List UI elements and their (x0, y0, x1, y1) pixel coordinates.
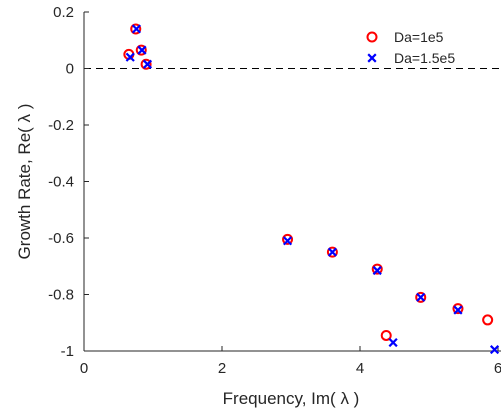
data-point-series-2 (125, 52, 135, 62)
x-axis-label: Frequency, Im( λ ) (223, 389, 360, 408)
legend-label-series-1: Da=1e5 (394, 29, 444, 45)
legend-marker-series-1 (366, 31, 378, 43)
data-point-series-1 (135, 44, 147, 56)
y-tick-label: -0.2 (48, 117, 74, 134)
data-point-series-1 (326, 246, 338, 258)
data-point-series-2 (372, 265, 382, 276)
x-tick-label: 2 (218, 360, 226, 377)
legend-marker-series-2 (367, 53, 377, 63)
y-tick-label: -1 (61, 343, 74, 360)
data-point-series-2 (327, 247, 337, 257)
data-point-series-1 (380, 329, 392, 341)
data-point-series-2 (137, 45, 147, 55)
data-point-series-2 (388, 337, 398, 348)
data-point-series-2 (489, 345, 500, 355)
data-point-series-2 (142, 59, 153, 69)
data-point-series-1 (130, 23, 142, 35)
x-tick-label: 6 (494, 360, 501, 377)
legend-label-series-2: Da=1.5e5 (394, 50, 455, 66)
data-point-series-1 (371, 263, 383, 275)
data-point-series-1 (140, 58, 152, 70)
y-tick-label: 0 (66, 61, 74, 78)
y-tick-label: 0.2 (53, 4, 74, 21)
data-point-series-1 (452, 303, 464, 315)
data-point-series-1 (415, 291, 427, 303)
y-tick-label: -0.4 (48, 174, 74, 191)
data-point-series-1 (282, 233, 294, 245)
data-point-series-2 (131, 24, 142, 34)
y-axis-label: Growth Rate, Re( λ ) (15, 104, 34, 260)
data-point-series-2 (453, 305, 463, 315)
data-point-series-2 (416, 292, 426, 302)
x-tick-label: 0 (80, 360, 88, 377)
x-tick-label: 4 (356, 360, 364, 377)
y-tick-label: -0.8 (48, 287, 74, 304)
data-point-series-2 (282, 236, 293, 246)
y-tick-label: -0.6 (48, 230, 74, 247)
data-point-series-1 (482, 314, 494, 326)
